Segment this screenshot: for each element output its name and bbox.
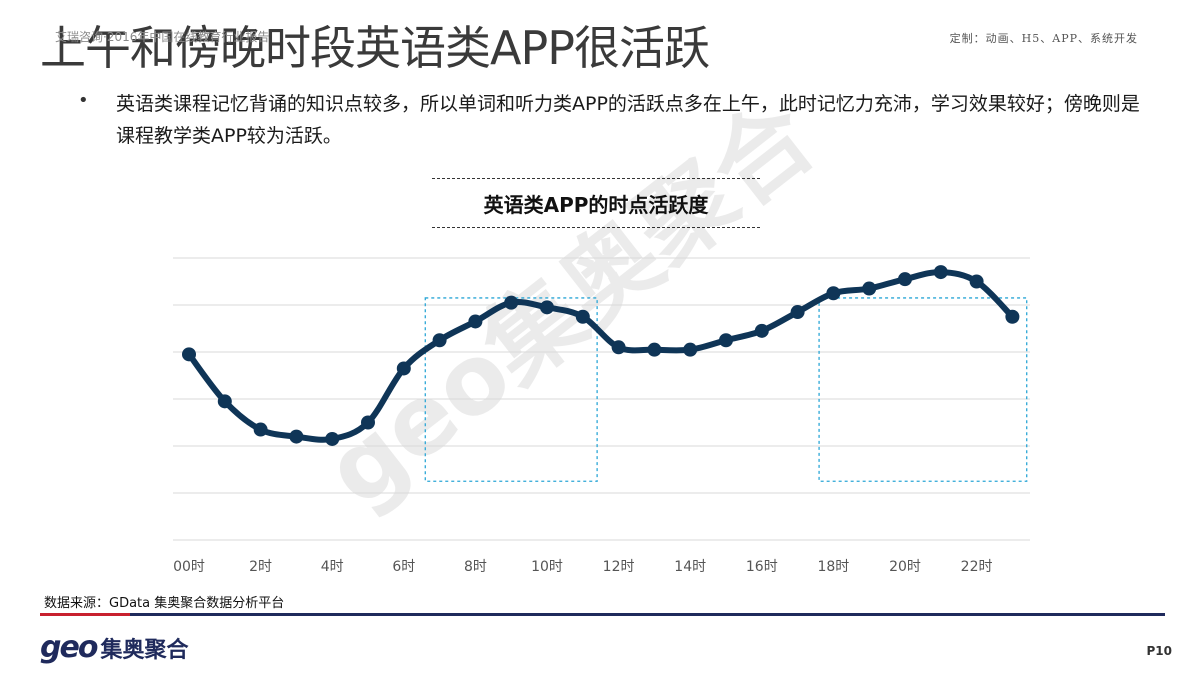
bullet-item: • 英语类课程记忆背诵的知识点较多，所以单词和听力类APP的活跃点多在上午，此时…: [78, 88, 1148, 152]
data-point: [253, 422, 268, 437]
bullet-dot-icon: •: [78, 90, 89, 111]
data-point: [790, 305, 805, 320]
x-tick-label: 8时: [464, 559, 487, 575]
data-point: [289, 429, 304, 444]
company-logo: geo 集奥聚合: [40, 630, 188, 665]
x-axis-tick-labels: 00时 2时 4时 6时 8时 10时 12时 14时 16时 18时 20时 22时: [173, 559, 992, 575]
x-tick-label: 4时: [321, 559, 344, 575]
data-point: [575, 309, 590, 324]
data-point: [719, 333, 733, 348]
data-point: [432, 333, 447, 348]
x-tick-label: 2时: [249, 559, 272, 575]
data-point: [862, 281, 877, 296]
top-right-note: 定制：动画、H5、APP、系统开发: [949, 32, 1138, 45]
x-tick-label: 18时: [817, 559, 849, 575]
data-point: [182, 347, 196, 362]
data-point: [933, 265, 948, 280]
data-point: [647, 342, 662, 357]
x-tick-label: 00时: [173, 559, 205, 575]
x-tick-label: 22时: [961, 559, 993, 575]
header-faint-text: 艾瑞咨询·2016年中国在线教育行业报告: [55, 30, 270, 44]
data-point: [361, 415, 375, 430]
x-tick-label: 12时: [603, 559, 635, 575]
page-title: 上午和傍晚时段英语类APP很活跃: [40, 21, 710, 75]
highlight-box: [818, 297, 1028, 482]
source-navy-rule: [130, 613, 1165, 616]
x-tick-label: 20时: [889, 559, 921, 575]
logo-chinese-text: 集奥聚合: [100, 637, 189, 663]
chart-title-box: 英语类APP的时点活跃度: [432, 178, 760, 228]
data-source: 数据来源：GData 集奥聚合数据分析平台: [44, 596, 285, 611]
x-tick-label: 14时: [674, 559, 706, 575]
logo-geo-text: geo: [40, 630, 98, 665]
data-point: [754, 323, 769, 338]
data-point: [898, 272, 912, 287]
data-point: [683, 342, 698, 357]
data-point: [611, 340, 626, 355]
data-point: [969, 274, 984, 289]
source-red-rule: [40, 613, 130, 616]
data-point: [468, 314, 483, 329]
data-point: [504, 295, 519, 310]
watermark: geo集奥聚合: [305, 80, 834, 528]
chart-title: 英语类APP的时点活跃度: [483, 192, 709, 217]
watermark-text: geo集奥聚合: [305, 80, 834, 528]
data-point: [217, 394, 232, 409]
bullet-text: 英语类课程记忆背诵的知识点较多，所以单词和听力类APP的活跃点多在上午，此时记忆…: [116, 93, 1140, 147]
data-point: [826, 286, 841, 301]
page-number: P10: [1146, 644, 1173, 658]
x-tick-label: 6时: [392, 559, 415, 575]
chart-grid: [173, 257, 1030, 541]
data-point: [325, 431, 340, 446]
series-points: [182, 265, 1020, 446]
x-tick-label: 10时: [531, 559, 563, 575]
x-tick-label: 16时: [746, 559, 778, 575]
data-point: [1005, 309, 1020, 324]
data-point: [396, 361, 411, 376]
data-point: [540, 300, 554, 315]
